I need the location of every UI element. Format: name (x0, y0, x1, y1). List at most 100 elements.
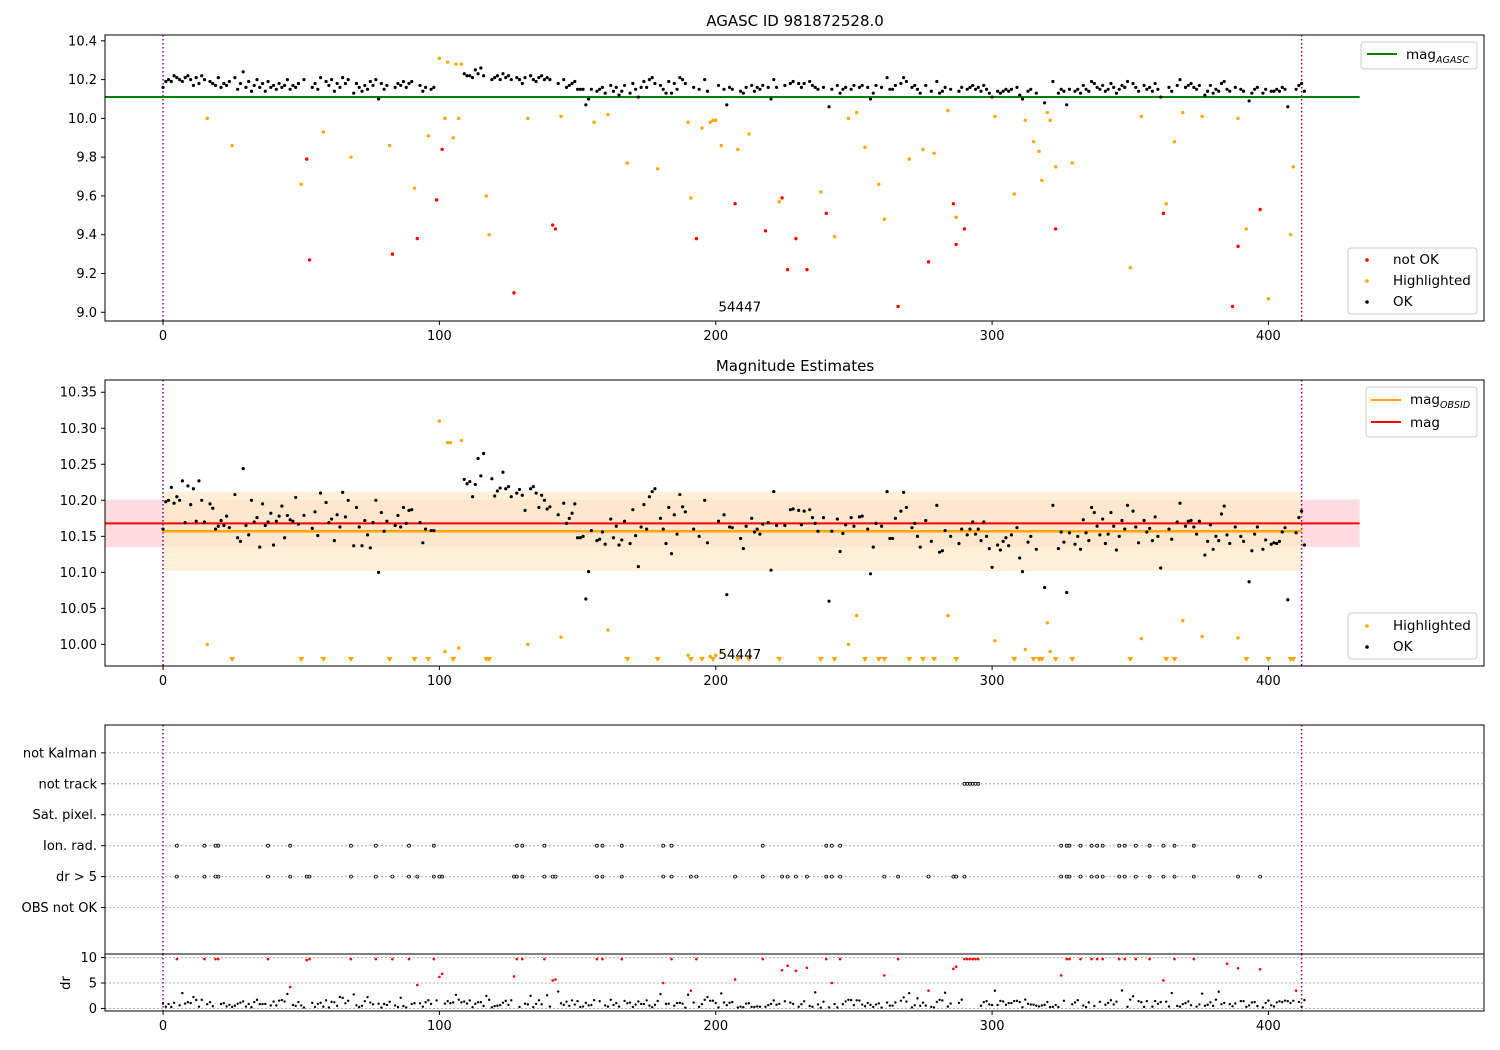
ok-point (1208, 523, 1213, 527)
highlighted-point (1037, 149, 1041, 154)
ok-point (860, 83, 864, 88)
ok-point (200, 498, 204, 502)
dr-ok-point (1043, 1003, 1046, 1007)
ok-point (421, 541, 425, 545)
dr-ok-point (501, 1001, 505, 1004)
ok-point (1051, 79, 1055, 84)
ok-point (208, 79, 212, 84)
not-ok-point (440, 147, 444, 152)
dr-xtick-label: 100 (427, 1019, 452, 1034)
dr-ok-point (510, 999, 513, 1002)
ok-point (573, 502, 577, 506)
dr-ok-point (355, 1004, 358, 1007)
not-ok-point (954, 242, 958, 247)
highlighted-below-range-marker (745, 657, 752, 662)
dr-ok-point (982, 1000, 986, 1004)
dr-ok-point (446, 1000, 449, 1003)
dr-ok-point (650, 1006, 654, 1009)
dr-ok-point (479, 1000, 483, 1004)
ok-point (888, 536, 892, 541)
highlighted-below-range-marker (386, 657, 393, 662)
dr-flagged-point (965, 957, 969, 961)
dr-ok-point (269, 1004, 273, 1007)
agasc-mag-title: AGASC ID 981872528.0 (706, 12, 884, 30)
dr-ok-point (767, 1003, 770, 1007)
dr-ok-point (1076, 999, 1079, 1002)
ok-point (399, 83, 403, 88)
dr-ok-point (581, 1005, 585, 1008)
ok-point (534, 79, 538, 84)
dr-ok-point (418, 1002, 422, 1005)
ok-point (841, 531, 845, 536)
dr-ok-point (1021, 1006, 1024, 1009)
dr-ok-point (545, 994, 549, 997)
dr-ok-point (1037, 1005, 1041, 1008)
ok-point (219, 85, 223, 89)
ok-point (1275, 87, 1279, 91)
dr-flagged-point (830, 981, 834, 985)
ok-point (224, 83, 229, 88)
ok-point (904, 79, 909, 84)
dr-ok-point (814, 991, 817, 994)
dr-ok-point (460, 1001, 463, 1004)
dr-ok-point (1010, 1001, 1013, 1005)
highlighted-point (484, 194, 489, 198)
ok-point (470, 495, 475, 499)
dr-flagged-point (1162, 979, 1165, 982)
ok-point (222, 81, 226, 86)
dr-ok-point (1140, 1001, 1143, 1004)
highlighted-point (592, 120, 596, 124)
dr-ok-point (286, 992, 289, 996)
ok-point (1297, 515, 1301, 520)
not-ok-point (1258, 207, 1262, 212)
ok-point (1189, 518, 1193, 523)
ok-point (1084, 87, 1088, 91)
flag-point (829, 874, 834, 879)
ok-point (1148, 526, 1152, 531)
dr-ok-point (681, 1002, 684, 1005)
ok-point (902, 76, 906, 80)
ok-point (255, 515, 259, 520)
dr-ok-point (1093, 1004, 1096, 1008)
ok-point (418, 521, 422, 525)
dr-ok-point (388, 1000, 391, 1004)
flag-point (838, 843, 842, 848)
ok-point (277, 514, 281, 518)
dr-ok-point (1211, 1004, 1215, 1008)
flag-point (1147, 874, 1152, 879)
highlighted-point (719, 143, 723, 148)
ok-point (810, 83, 815, 88)
ok-point (360, 89, 364, 93)
flag-point (1191, 874, 1196, 879)
ok-point (910, 85, 914, 89)
ok-point (294, 85, 298, 89)
ok-point (283, 83, 287, 88)
ok-point (1264, 538, 1268, 542)
ok-point (562, 501, 566, 505)
agasc-legend-label: Highlighted (1393, 273, 1471, 289)
dr-ok-point (590, 1003, 593, 1007)
ok-point (918, 91, 922, 95)
ok-point (1109, 510, 1113, 515)
ok-point (1275, 541, 1279, 546)
ok-point (1145, 530, 1149, 534)
ok-point (1148, 85, 1152, 89)
ok-point (844, 85, 848, 89)
highlighted-point (854, 110, 859, 115)
ok-point (888, 87, 892, 91)
dr-ok-point (1131, 995, 1135, 998)
ok-point (468, 479, 472, 484)
magnitude-estimates-title: Magnitude Estimates (716, 357, 874, 375)
ok-point (537, 76, 541, 80)
ok-point (542, 77, 547, 82)
ok-point (357, 85, 361, 89)
ok-point (841, 87, 845, 91)
ok-point (379, 81, 383, 86)
not-ok-point (805, 267, 809, 272)
ok-point (1089, 505, 1094, 510)
ok-point (1203, 553, 1207, 557)
dr-flagged-point (1225, 962, 1229, 965)
ok-point (598, 537, 602, 541)
highlighted-point (1200, 634, 1204, 639)
dr-ok-point (606, 1005, 610, 1008)
